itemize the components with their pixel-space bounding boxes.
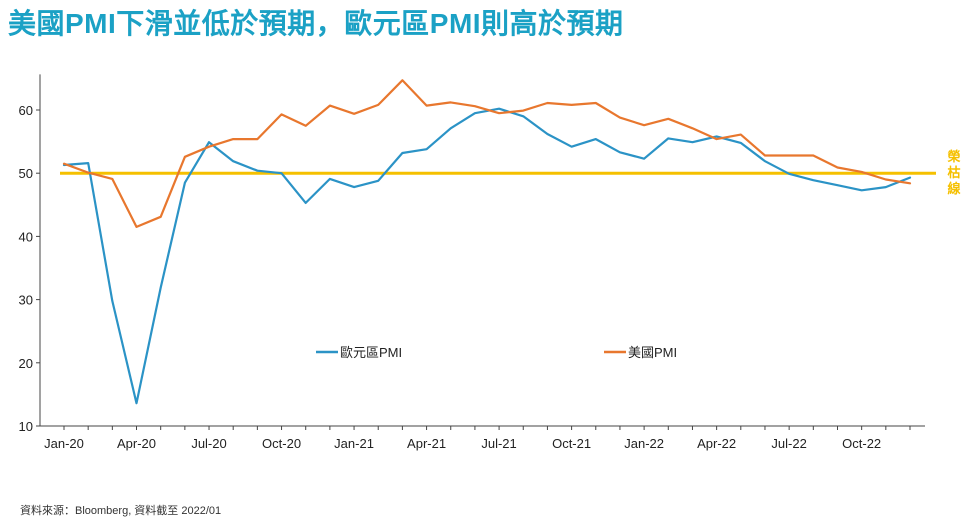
source-note: 資料來源：Bloomberg, 資料截至 2022/01 — [20, 505, 222, 517]
y-axis: 10 20 30 40 50 60 — [19, 74, 41, 434]
page-title: 美國PMI下滑並低於預期，歐元區PMI則高於預期 — [8, 8, 624, 39]
y-tick-label: 30 — [19, 293, 33, 308]
x-tick-label: Jul-22 — [771, 436, 806, 451]
legend: 歐元區PMI 美國PMI — [316, 345, 677, 360]
us-pmi-line — [62, 79, 912, 228]
legend-label: 歐元區PMI — [340, 345, 402, 360]
x-tick-label: Jan-20 — [44, 436, 84, 451]
y-tick-label: 60 — [19, 103, 33, 118]
x-tick-label: Oct-21 — [552, 436, 591, 451]
y-tick-label: 20 — [19, 356, 33, 371]
reference-line-label: 線 — [947, 181, 961, 196]
x-tick-label: Apr-20 — [117, 436, 156, 451]
y-tick-label: 50 — [19, 166, 33, 181]
reference-line-label: 榮 — [947, 149, 960, 164]
x-tick-label: Jul-20 — [191, 436, 226, 451]
x-tick-label: Jan-21 — [334, 436, 374, 451]
eurozone-pmi-line — [62, 107, 912, 405]
x-tick-label: Oct-20 — [262, 436, 301, 451]
x-tick-label: Apr-21 — [407, 436, 446, 451]
legend-label: 美國PMI — [628, 345, 677, 360]
reference-line-group: 榮枯線 — [60, 149, 961, 196]
y-tick-label: 10 — [19, 419, 33, 434]
x-tick-label: Jan-22 — [624, 436, 664, 451]
x-axis: Jan-20 Apr-20 Jul-20 Oct-20 Jan-21 Apr-21 Jul-… — [40, 425, 925, 451]
x-tick-label: Apr-22 — [697, 436, 736, 451]
x-tick-label: Oct-22 — [842, 436, 881, 451]
series-group — [62, 79, 912, 405]
x-tick-label: Jul-21 — [481, 436, 516, 451]
y-tick-label: 40 — [19, 229, 33, 244]
reference-line-label: 枯 — [947, 165, 960, 180]
